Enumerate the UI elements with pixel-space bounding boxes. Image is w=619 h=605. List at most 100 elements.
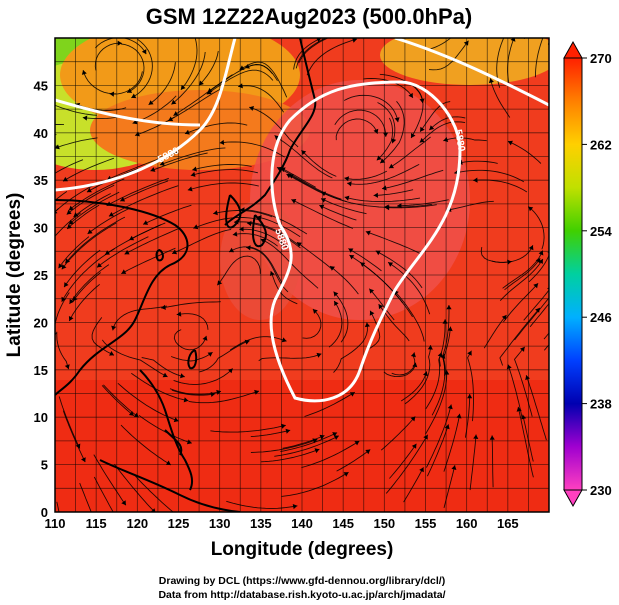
streamline-arrow — [364, 322, 370, 328]
streamline-arrow — [43, 100, 48, 105]
chart-title: GSM 12Z22Aug2023 (500.0hPa) — [146, 4, 472, 29]
streamline-arrow — [333, 291, 339, 297]
streamline — [55, 159, 84, 174]
contour-line-northwest — [55, 38, 237, 192]
streamline-arrow — [105, 250, 110, 255]
streamline — [469, 434, 477, 491]
streamline-arrow — [150, 167, 156, 172]
streamline — [393, 290, 425, 342]
y-axis-ticks: 0 5 10 15 20 25 30 35 40 45 — [34, 78, 48, 520]
streamline — [55, 134, 57, 136]
streamline-arrow — [277, 166, 282, 172]
streamline — [298, 38, 329, 63]
streamline — [79, 482, 92, 512]
colorbar-tick-label: 270 — [590, 51, 612, 66]
streamline — [276, 166, 342, 200]
streamline-arrow — [528, 206, 534, 212]
streamline-arrow — [535, 258, 541, 264]
streamline-arrow — [365, 449, 371, 455]
colorbar-tick-label: 262 — [590, 137, 612, 152]
streamline-arrow — [391, 138, 397, 144]
streamline-arrow — [447, 326, 453, 332]
streamline-arrow — [143, 220, 149, 225]
streamline — [302, 308, 322, 339]
streamline — [94, 42, 122, 71]
streamline — [529, 302, 549, 328]
x-tick-label: 120 — [126, 516, 148, 531]
streamline-arrow — [0, 187, 3, 192]
streamline-arrow — [173, 417, 179, 423]
contour-line-northeast — [394, 38, 549, 107]
streamline — [426, 424, 449, 477]
streamline-arrow — [333, 435, 339, 440]
streamline-arrow — [467, 394, 473, 399]
streamline-arrow — [213, 210, 218, 216]
streamline-arrow — [412, 362, 418, 368]
streamline-arrow — [168, 116, 174, 122]
streamline-arrow — [68, 316, 74, 321]
streamline — [246, 222, 301, 249]
streamline-arrow — [538, 259, 543, 264]
streamline-arrow — [510, 38, 516, 42]
streamline — [96, 236, 149, 268]
colorbar-gradient — [563, 57, 583, 491]
streamline — [124, 228, 179, 255]
streamline — [95, 38, 147, 55]
streamline-arrow — [408, 92, 413, 98]
streamline-arrow — [219, 139, 225, 145]
streamline — [499, 258, 544, 302]
streamline-arrow — [199, 80, 204, 86]
streamline-arrow — [86, 187, 92, 193]
y-tick-label: 10 — [34, 410, 48, 425]
streamline — [507, 140, 542, 164]
streamline-arrow — [557, 286, 562, 291]
streamline — [184, 122, 248, 135]
streamline-arrow — [187, 186, 193, 192]
streamline-arrow — [207, 352, 213, 357]
streamline — [62, 157, 115, 182]
colorbar-min-triangle — [563, 489, 583, 508]
streamline — [229, 336, 287, 351]
streamline — [446, 200, 494, 211]
y-tick-label: 25 — [34, 268, 48, 283]
streamline — [427, 38, 452, 51]
streamline-arrow — [180, 84, 186, 90]
streamline — [523, 38, 526, 40]
streamline — [55, 145, 57, 147]
streamline-arrow — [354, 441, 360, 446]
streamline-arrow — [463, 40, 469, 46]
x-tick-label: 145 — [332, 516, 354, 531]
streamline — [373, 189, 414, 196]
streamline — [404, 345, 432, 405]
colorbar-tick-label: 230 — [590, 483, 612, 498]
grid-lines — [54, 38, 549, 513]
streamline — [250, 438, 318, 453]
streamline — [138, 414, 192, 444]
streamline-arrow — [446, 305, 452, 310]
streamline — [190, 169, 259, 176]
streamline-arrow — [131, 93, 137, 99]
streamline — [171, 51, 206, 105]
streamline-arrow — [183, 397, 189, 403]
streamline-arrow — [373, 192, 378, 198]
streamline — [173, 329, 207, 351]
streamline — [249, 106, 299, 148]
streamline-arrow — [111, 325, 117, 331]
streamline-arrow — [42, 248, 47, 253]
streamline-arrow — [103, 549, 108, 554]
streamline — [499, 307, 541, 366]
streamline-arrow — [330, 266, 335, 271]
x-tick-label: 125 — [168, 516, 190, 531]
streamline — [328, 300, 343, 348]
streamline-arrow — [141, 49, 147, 55]
streamline-arrow — [394, 117, 400, 123]
streamline — [62, 410, 86, 463]
colorbar-tick-label: 238 — [590, 397, 612, 412]
streamline-arrow — [507, 259, 512, 265]
streamline — [443, 413, 461, 472]
streamline-arrow — [388, 262, 394, 267]
streamline-arrow — [538, 250, 544, 256]
contour-line-north — [55, 98, 201, 127]
streamline-arrow — [61, 264, 67, 270]
y-tick-label: 35 — [34, 173, 48, 188]
